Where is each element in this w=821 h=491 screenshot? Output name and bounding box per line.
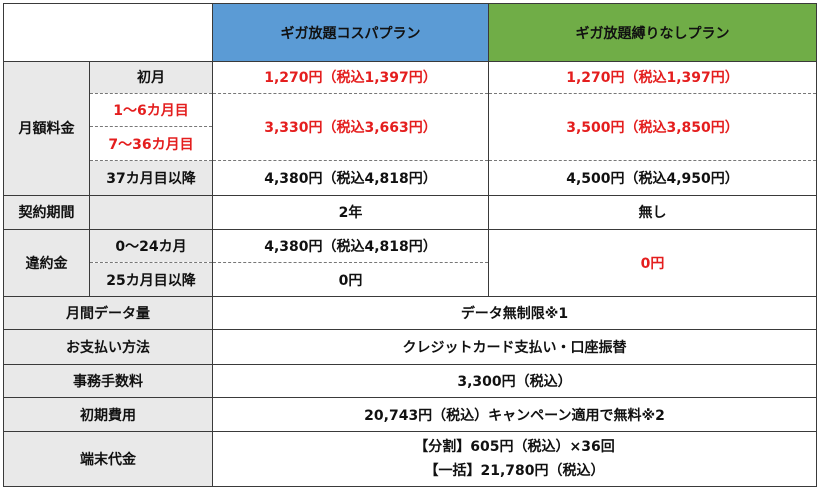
plan2-month-37-plus-price: 4,500円（税込4,950円） (488, 159, 817, 196)
contract-period-row: 契約期間 2年 無し (3, 194, 817, 231)
month-7-36-row: 7～36カ月目 (4, 126, 817, 161)
header-row: ギガ放題コスパプラン ギガ放題縛りなしプラン (3, 2, 817, 63)
initial-cost-value: 20,743円（税込）キャンペーン適用で無料※2 (212, 397, 817, 432)
plan1-contract-period: 2年 (212, 194, 489, 231)
plan2-cancellation-fee: 0円 (488, 229, 817, 298)
device-cost-installment: 【分割】605円（税込）×36回 (414, 438, 615, 455)
payment-method-label: お支払い方法 (3, 329, 213, 365)
admin-fee-label: 事務手数料 (3, 363, 213, 399)
plan-comparison-table: ギガ放題コスパプラン ギガ放題縛りなしプラン 月額料金 初月 1,270円（税込… (3, 2, 817, 488)
cancellation-25-plus-label: 25カ月目以降 (89, 261, 213, 298)
device-cost-value: 【分割】605円（税込）×36回 【一括】21,780円（税込） (212, 430, 817, 488)
data-volume-row: 月間データ量 データ無制限※1 (3, 296, 817, 331)
plan1-month-1-36-price: 3,330円（税込3,663円） (212, 92, 489, 161)
device-cost-label: 端末代金 (3, 430, 213, 488)
plan1-cancellation-0-24: 4,380円（税込4,818円） (212, 229, 489, 263)
admin-fee-value: 3,300円（税込） (212, 363, 817, 399)
month-37-plus-label: 37カ月目以降 (89, 159, 213, 196)
payment-method-row: お支払い方法 クレジットカード支払い・口座振替 (3, 329, 817, 365)
header-empty-cell (3, 2, 213, 63)
cancellation-0-24-label: 0～24カ月 (89, 229, 213, 263)
first-month-row: 月額料金 初月 1,270円（税込1,397円） 1,270円（税込1,397円… (3, 61, 817, 196)
data-volume-value: データ無制限※1 (212, 296, 817, 331)
month-37-plus-row: 37カ月目以降 4,380円（税込4,818円） 4,500円（税込4,950円… (4, 159, 817, 196)
initial-cost-label: 初期費用 (3, 397, 213, 432)
plan2-header: ギガ放題縛りなしプラン (488, 2, 817, 63)
plan1-month-37-plus-price: 4,380円（税込4,818円） (212, 159, 489, 196)
cancellation-0-24-row: 違約金 0～24カ月 4,380円（税込4,818円） 0円 (3, 229, 817, 298)
device-cost-row: 端末代金 【分割】605円（税込）×36回 【一括】21,780円（税込） (3, 430, 817, 488)
plan2-first-month-price: 1,270円（税込1,397円） (488, 61, 817, 94)
contract-period-label: 契約期間 (3, 194, 90, 231)
initial-cost-row: 初期費用 20,743円（税込）キャンペーン適用で無料※2 (3, 397, 817, 432)
first-month-label: 初月 (89, 61, 213, 94)
payment-method-value: クレジットカード支払い・口座振替 (212, 329, 817, 365)
data-volume-label: 月間データ量 (3, 296, 213, 331)
plan1-header: ギガ放題コスパプラン (212, 2, 489, 63)
plan1-first-month-price: 1,270円（税込1,397円） (212, 61, 489, 94)
plan1-cancellation-25-plus: 0円 (212, 261, 489, 298)
cancellation-fee-label: 違約金 (3, 229, 90, 298)
month-7-36-label: 7～36カ月目 (89, 126, 213, 161)
month-1-6-row: 1～6カ月目 3,330円（税込3,663円） 3,500円（税込3,850円） (4, 92, 817, 161)
cancellation-25-plus-row: 25カ月目以降 0円 (4, 261, 817, 298)
plan2-contract-period: 無し (488, 194, 817, 231)
admin-fee-row: 事務手数料 3,300円（税込） (3, 363, 817, 399)
monthly-fee-label: 月額料金 (3, 61, 90, 196)
plan2-month-1-36-price: 3,500円（税込3,850円） (488, 92, 817, 161)
device-cost-lump-sum: 【一括】21,780円（税込） (424, 462, 605, 479)
contract-period-empty-cell (89, 194, 213, 231)
month-1-6-label: 1～6カ月目 (89, 92, 213, 128)
